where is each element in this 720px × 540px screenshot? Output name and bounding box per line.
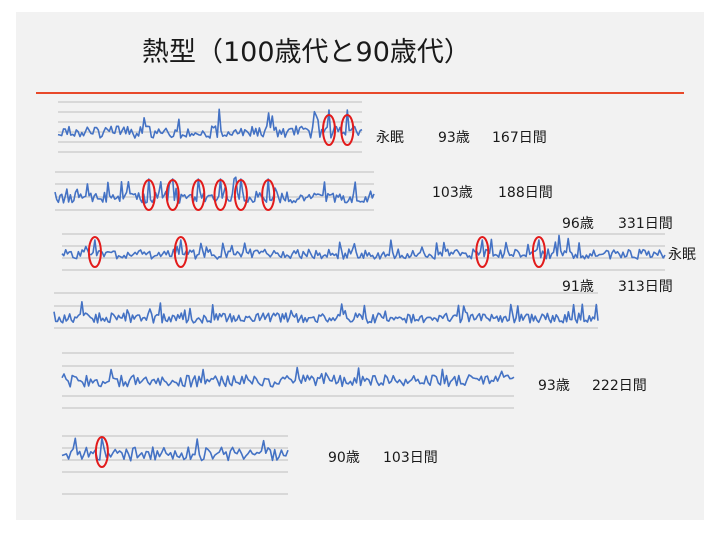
row1-age: 93歳 bbox=[438, 130, 470, 146]
spike-marker-row2-3 bbox=[191, 179, 206, 211]
spike-marker-row3-2 bbox=[173, 236, 188, 268]
series-line-row3 bbox=[61, 234, 666, 260]
spike-marker-row6-1 bbox=[94, 436, 109, 468]
row3-days: 331日間 bbox=[618, 216, 673, 232]
spike-marker-row2-4 bbox=[213, 179, 228, 211]
row2-age: 103歳 bbox=[432, 185, 473, 201]
spike-marker-row1-2 bbox=[340, 114, 355, 146]
spike-marker-row2-6 bbox=[261, 179, 276, 211]
row5-age: 93歳 bbox=[538, 378, 570, 394]
series-line-row4 bbox=[53, 300, 599, 324]
row6-age: 90歳 bbox=[328, 450, 360, 466]
spike-marker-row2-2 bbox=[165, 179, 180, 211]
spike-marker-row3-1 bbox=[87, 236, 102, 268]
row5-days: 222日間 bbox=[592, 378, 647, 394]
row2-days: 188日間 bbox=[498, 185, 553, 201]
slide-title: 熱型（100歳代と90歳代） bbox=[142, 37, 471, 68]
title-underline bbox=[36, 92, 684, 94]
spike-marker-row2-5 bbox=[233, 179, 248, 211]
spike-marker-row3-3 bbox=[475, 236, 490, 268]
row4-days: 313日間 bbox=[618, 279, 673, 295]
slide-background bbox=[16, 12, 704, 520]
row1-status: 永眠 bbox=[376, 130, 404, 146]
row1-days: 167日間 bbox=[492, 130, 547, 146]
row3-age: 96歳 bbox=[562, 216, 594, 232]
series-line-row1 bbox=[57, 108, 363, 139]
series-line-row5 bbox=[61, 366, 515, 388]
row3-status: 永眠 bbox=[668, 247, 696, 263]
series-line-row6 bbox=[61, 437, 289, 462]
spike-marker-row1-1 bbox=[322, 114, 336, 146]
row4-age: 91歳 bbox=[562, 279, 594, 295]
spike-marker-row2-1 bbox=[141, 179, 156, 211]
spike-marker-row3-4 bbox=[531, 236, 546, 268]
row6-days: 103日間 bbox=[383, 450, 438, 466]
